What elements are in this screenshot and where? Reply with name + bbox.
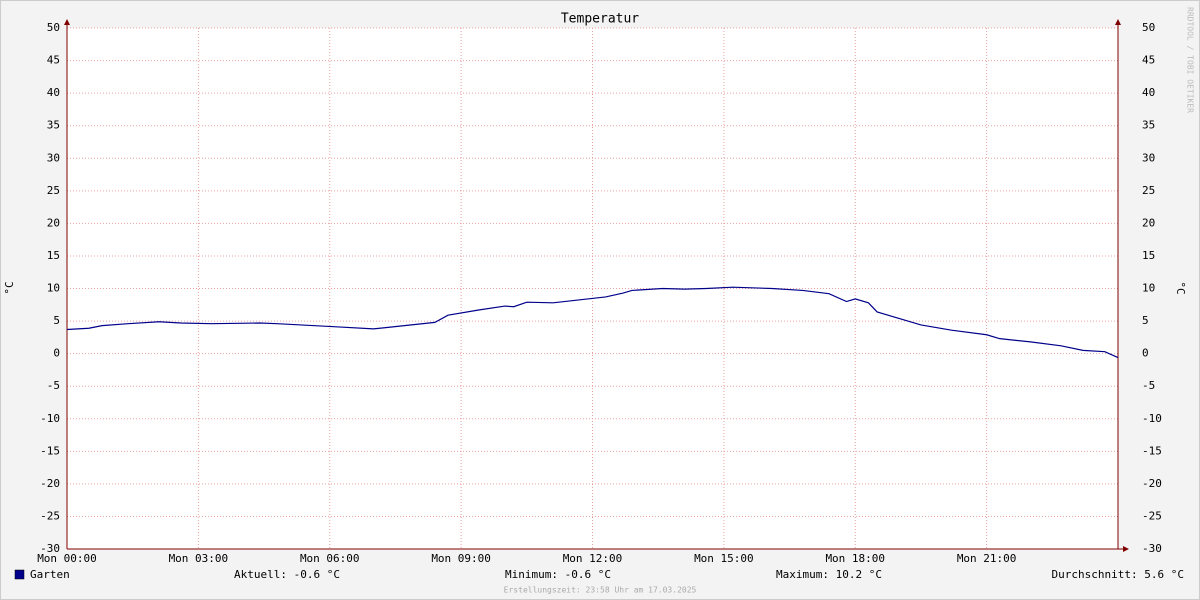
y-tick-label: 0 [53, 347, 60, 360]
x-tick-label: Mon 12:00 [563, 552, 623, 565]
y-tick-label: -30 [40, 542, 60, 555]
chart-title: Temperatur [561, 12, 639, 27]
x-tick-label: Mon 03:00 [169, 552, 229, 565]
x-tick-label: Mon 09:00 [431, 552, 491, 565]
watermark: RRDTOOL / TOBI OETIKER [1186, 7, 1195, 113]
x-tick-label: Mon 18:00 [825, 552, 885, 565]
y2-tick-label: 50 [1142, 21, 1155, 34]
legend-stat: Durchschnitt: 5.6 °C [1052, 568, 1184, 581]
y-tick-label: 10 [47, 282, 60, 295]
y-tick-label: -25 [40, 509, 60, 522]
x-tick-label: Mon 00:00 [37, 552, 97, 565]
y-tick-label: 20 [47, 216, 60, 229]
y-tick-label: -15 [40, 444, 60, 457]
y-tick-label: 45 [47, 54, 60, 67]
y2-tick-label: -5 [1142, 379, 1155, 392]
y2-tick-label: 40 [1142, 86, 1155, 99]
axis-arrow [64, 19, 70, 25]
y2-tick-label: -30 [1142, 542, 1162, 555]
y2-tick-label: 20 [1142, 216, 1155, 229]
y2-tick-label: 25 [1142, 184, 1155, 197]
y2-tick-label: 5 [1142, 314, 1149, 327]
y-tick-label: 40 [47, 86, 60, 99]
y-tick-label: 15 [47, 249, 60, 262]
y2-tick-label: 10 [1142, 282, 1155, 295]
y2-tick-label: -20 [1142, 477, 1162, 490]
data-line [66, 286, 1119, 359]
legend-stat: Maximum: 10.2 °C [776, 568, 882, 581]
y-tick-label: 30 [47, 151, 60, 164]
y2-tick-label: -25 [1142, 509, 1162, 522]
y-tick-label: -5 [47, 379, 60, 392]
y2-tick-label: 45 [1142, 54, 1155, 67]
y2-tick-label: 35 [1142, 119, 1155, 132]
legend-stat: Aktuell: -0.6 °C [234, 568, 340, 581]
x-tick-label: Mon 15:00 [694, 552, 754, 565]
y2-tick-label: 30 [1142, 151, 1155, 164]
y-tick-label: 50 [47, 21, 60, 34]
y2-tick-label: 0 [1142, 347, 1149, 360]
footer: Erstellungszeit: 23:58 Uhr am 17.03.2025 [504, 586, 697, 595]
y-axis-label: °C [3, 281, 16, 294]
y-tick-label: -20 [40, 477, 60, 490]
x-tick-label: Mon 21:00 [957, 552, 1017, 565]
y-tick-label: 35 [47, 119, 60, 132]
axis-arrow [1123, 546, 1129, 552]
y2-axis-label: °C [1174, 281, 1187, 294]
y-tick-label: 5 [53, 314, 60, 327]
x-tick-label: Mon 06:00 [300, 552, 360, 565]
y2-tick-label: -10 [1142, 412, 1162, 425]
y2-tick-label: 15 [1142, 249, 1155, 262]
y-tick-label: -10 [40, 412, 60, 425]
axis-arrow [1115, 19, 1121, 25]
legend-label: Garten [30, 568, 70, 581]
legend-swatch [14, 569, 25, 580]
y2-tick-label: -15 [1142, 444, 1162, 457]
legend-stat: Minimum: -0.6 °C [505, 568, 611, 581]
y-tick-label: 25 [47, 184, 60, 197]
